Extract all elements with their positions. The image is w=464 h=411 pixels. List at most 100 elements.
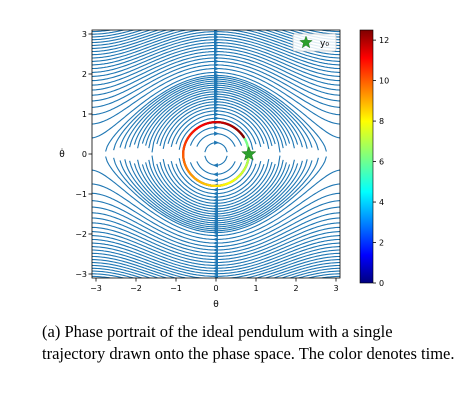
- stream-arrow: [214, 102, 220, 107]
- stream-arrow: [212, 260, 218, 265]
- trajectory: [182, 121, 250, 187]
- streamline: [92, 30, 340, 33]
- stream-arrow: [212, 274, 218, 278]
- stream-arrow: [214, 52, 220, 57]
- stream-arrow: [212, 257, 218, 262]
- x-tick-label: −1: [170, 284, 182, 293]
- stream-arrow: [214, 59, 220, 64]
- streamline: [196, 161, 236, 175]
- x-tick-label: −2: [130, 284, 142, 293]
- stream-arrow: [214, 49, 220, 54]
- streamline: [196, 133, 236, 147]
- streamline: [92, 258, 340, 278]
- stream-arrow: [214, 43, 220, 48]
- stream-arrow: [212, 244, 218, 249]
- stream-arrow: [214, 3, 219, 7]
- stream-arrow: [214, 22, 219, 26]
- streamline: [92, 264, 340, 278]
- colorbar-tick-label: 8: [379, 117, 384, 126]
- stream-arrow: [214, 46, 220, 51]
- streamline: [92, 255, 340, 278]
- stream-arrow: [212, 178, 218, 183]
- stream-arrow: [214, 15, 219, 19]
- stream-arrow: [214, 140, 220, 145]
- x-tick-label: 2: [293, 284, 298, 293]
- x-tick-label: 1: [253, 284, 258, 293]
- stream-arrow: [212, 230, 218, 235]
- stream-arrow: [212, 254, 218, 259]
- stream-arrow: [212, 194, 218, 200]
- initial-condition-star-icon: [241, 145, 257, 161]
- stream-arrow: [214, 105, 220, 110]
- legend: y₀: [292, 33, 337, 52]
- stream-arrow: [214, 40, 220, 45]
- streamline: [92, 267, 340, 278]
- streamline: [92, 252, 340, 278]
- x-axis-ticks: −3 −2 −1 0 1 2 3: [90, 278, 339, 293]
- stream-arrow: [214, 125, 220, 130]
- stream-arrow: [214, 8, 219, 12]
- stream-arrow: [214, 108, 220, 114]
- legend-star-icon: [299, 35, 313, 49]
- stream-arrow: [214, 24, 219, 28]
- stream-arrow: [214, 115, 220, 121]
- x-axis-label: θ: [213, 300, 219, 310]
- stream-arrow: [214, 62, 220, 68]
- stream-arrows: [212, 3, 220, 298]
- x-tick-label: 0: [213, 284, 218, 293]
- stream-arrow: [212, 237, 218, 242]
- stream-arrow: [212, 263, 218, 268]
- stream-arrow: [212, 198, 218, 203]
- stream-arrow: [214, 17, 219, 21]
- stream-arrow: [214, 70, 220, 75]
- colorbar-tick-label: 12: [379, 36, 389, 45]
- stream-arrow: [214, 66, 220, 71]
- colorbar-tick-label: 2: [379, 239, 384, 248]
- y-tick-label: −3: [75, 270, 87, 279]
- stream-arrow: [213, 294, 218, 298]
- y-tick-label: −1: [75, 190, 87, 199]
- initial-condition-layer: [241, 145, 257, 161]
- stream-arrow: [214, 55, 220, 61]
- y-tick-label: 1: [82, 110, 87, 119]
- stream-arrow: [212, 247, 218, 253]
- streamline: [92, 261, 340, 278]
- y-axis-ticks: −3 −2 −1 0 1 2 3: [75, 30, 92, 279]
- y-tick-label: −2: [75, 230, 87, 239]
- colorbar-tick-label: 10: [379, 77, 389, 86]
- x-tick-label: −3: [90, 284, 102, 293]
- x-tick-label: 3: [333, 284, 338, 293]
- stream-arrow: [212, 251, 218, 256]
- stream-arrow: [214, 6, 219, 10]
- stream-arrow: [214, 30, 220, 34]
- stream-arrow: [212, 191, 218, 196]
- colorbar-tick-label: 6: [379, 158, 384, 167]
- streamline: [92, 249, 340, 278]
- y-tick-label: 3: [82, 30, 87, 39]
- stream-arrow: [212, 201, 218, 206]
- stream-arrow: [214, 131, 220, 136]
- y-tick-label: 2: [82, 70, 87, 79]
- stream-arrow: [214, 19, 219, 23]
- stream-arrow: [214, 112, 220, 117]
- streamline: [92, 30, 340, 41]
- y-axis-label: θ̇: [59, 148, 65, 160]
- y-tick-label: 0: [82, 150, 87, 159]
- colorbar-tick-label: 0: [379, 279, 384, 288]
- colorbar-ticks: 0 2 4 6 8 10 12: [373, 36, 389, 288]
- stream-arrow: [212, 172, 218, 177]
- stream-arrow: [212, 187, 218, 193]
- figure-caption: (a) Phase portrait of the ideal pendulum…: [42, 322, 455, 363]
- streamline: [88, 6, 342, 29]
- stream-arrow: [214, 10, 219, 14]
- stream-arrow: [214, 73, 220, 78]
- stream-arrow: [212, 233, 218, 238]
- colorbar-tick-label: 4: [379, 198, 384, 207]
- stream-arrow: [214, 12, 219, 16]
- streamline: [204, 142, 228, 153]
- legend-box: [292, 33, 337, 52]
- legend-entry: y₀: [320, 39, 329, 49]
- stream-arrow: [212, 163, 218, 168]
- stream-arrow: [212, 240, 218, 246]
